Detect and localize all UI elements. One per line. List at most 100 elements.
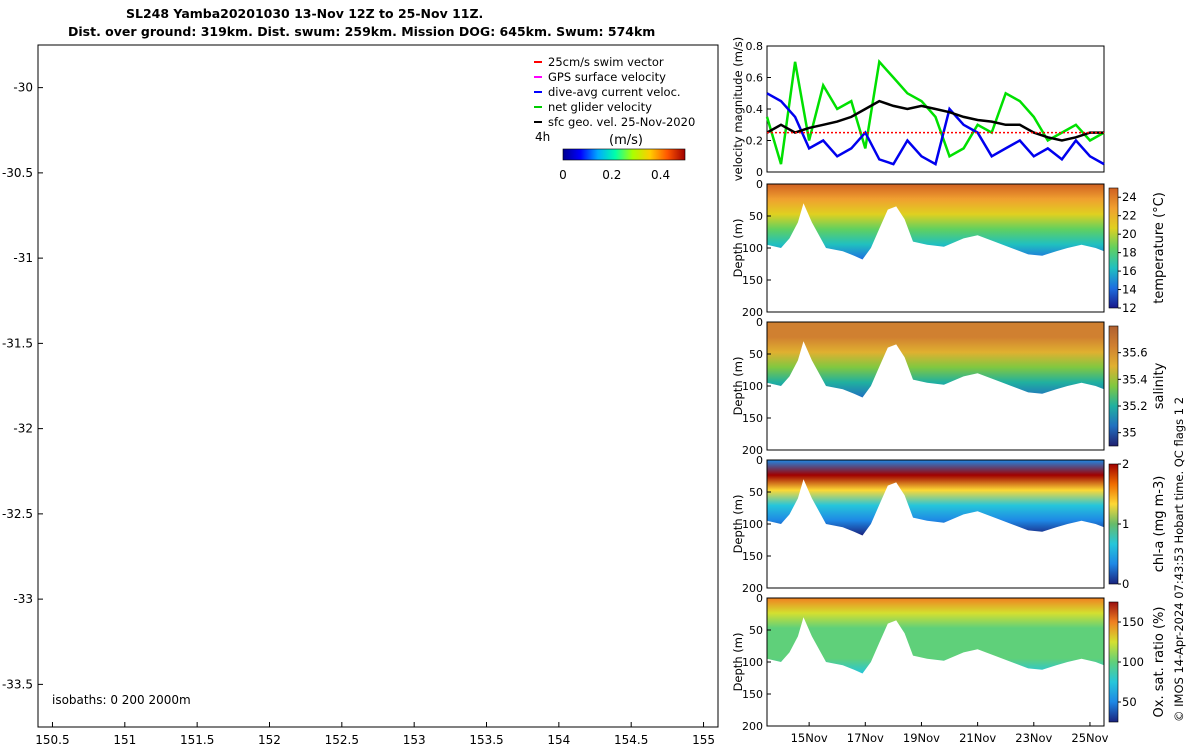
velocity-arrow-head bbox=[731, 716, 735, 719]
oxygen-section bbox=[767, 598, 1104, 674]
chla-colorbar-label: chl-a (mg m-3) bbox=[1152, 476, 1167, 573]
temperature-colorbar bbox=[1108, 187, 1119, 309]
salinity-y-tick-label: 0 bbox=[756, 316, 763, 329]
map-y-tick-label: -30 bbox=[13, 81, 33, 95]
time-tick-label: 23Nov bbox=[1015, 731, 1052, 745]
map-frame bbox=[37, 44, 719, 728]
map-y-tick-label: -31 bbox=[13, 251, 33, 265]
isobath-legend: isobaths: 0 200 2000m bbox=[52, 693, 191, 707]
map-x-tick-label: 151.5 bbox=[180, 733, 214, 747]
oxygen-colorbar-tick-label: 100 bbox=[1122, 655, 1144, 669]
salinity-y-tick-label: 150 bbox=[742, 412, 763, 425]
map-x-tick-label: 154 bbox=[547, 733, 570, 747]
velocity-arrow-head bbox=[605, 736, 608, 740]
scale-label: 4h bbox=[535, 130, 550, 144]
legend-label: GPS surface velocity bbox=[548, 70, 666, 84]
map-y-tick-label: -33 bbox=[13, 592, 33, 606]
legend-label: 25cm/s swim vector bbox=[548, 55, 664, 69]
colorbar-label: (m/s) bbox=[609, 133, 643, 148]
salinity-section bbox=[767, 322, 1104, 398]
time-tick-label: 21Nov bbox=[959, 731, 996, 745]
temperature-y-tick-label: 50 bbox=[749, 210, 763, 223]
oxygen-y-tick-label: 150 bbox=[742, 688, 763, 701]
salinity-colorbar bbox=[1108, 325, 1119, 447]
temperature-colorbar-tick-label: 22 bbox=[1122, 209, 1137, 223]
oxygen-y-tick-label: 50 bbox=[749, 624, 763, 637]
salinity-colorbar-tick-label: 35.6 bbox=[1122, 346, 1148, 360]
velocity-series-line bbox=[766, 99, 1104, 142]
temperature-colorbar-tick-label: 12 bbox=[1122, 301, 1137, 315]
temperature-section bbox=[767, 184, 1104, 260]
velocity-y-axis-label: velocity magnitude (m/s) bbox=[731, 37, 745, 182]
map-x-tick-label: 152 bbox=[258, 733, 281, 747]
salinity-y-tick-label: 50 bbox=[749, 348, 763, 361]
legend-label: sfc geo. vel. 25-Nov-2020 bbox=[548, 115, 695, 129]
map-x-tick-label: 152.5 bbox=[325, 733, 359, 747]
map-y-tick-label: -30.5 bbox=[2, 166, 33, 180]
chla-colorbar bbox=[1108, 463, 1119, 585]
colorbar-tick-label: 0.2 bbox=[602, 168, 621, 182]
velocity-arrow-head bbox=[724, 590, 728, 593]
velocity-series-line bbox=[766, 92, 1105, 166]
map-x-tick-label: 154.5 bbox=[614, 733, 648, 747]
chla-y-tick-label: 100 bbox=[742, 518, 763, 531]
map-y-tick-label: -33.5 bbox=[2, 677, 33, 691]
oxygen-y-tick-label: 100 bbox=[742, 656, 763, 669]
temperature-colorbar-tick-label: 20 bbox=[1122, 227, 1137, 241]
temperature-y-axis-label: Depth (m) bbox=[731, 219, 745, 278]
chla-y-tick-label: 150 bbox=[742, 550, 763, 563]
velocity-arrow-head bbox=[722, 558, 726, 561]
velocity-arrow-head bbox=[726, 621, 730, 624]
temperature-colorbar-tick-label: 16 bbox=[1122, 264, 1137, 278]
map-x-tick-label: 153.5 bbox=[469, 733, 503, 747]
chla-y-tick-label: 0 bbox=[756, 454, 763, 467]
map-x-tick-label: 151 bbox=[113, 733, 136, 747]
chla-colorbar-tick-label: 2 bbox=[1122, 457, 1129, 471]
velocity-y-tick-label: 0 bbox=[756, 166, 763, 179]
chla-y-axis-label: Depth (m) bbox=[731, 495, 745, 554]
legend-label: net glider velocity bbox=[548, 100, 652, 114]
velocity-arrow-head bbox=[719, 495, 723, 498]
chla-section bbox=[767, 460, 1104, 536]
time-tick-label: 19Nov bbox=[903, 731, 940, 745]
salinity-y-tick-label: 100 bbox=[742, 380, 763, 393]
velocity-y-tick-label: 0.2 bbox=[746, 135, 764, 148]
figure-title: SL248 Yamba20201030 13-Nov 12Z to 25-Nov… bbox=[126, 6, 484, 21]
velocity-series-line bbox=[765, 59, 1105, 165]
salinity-colorbar-tick-label: 35 bbox=[1122, 426, 1137, 440]
temperature-y-tick-label: 100 bbox=[742, 242, 763, 255]
time-tick-label: 25Nov bbox=[1071, 731, 1108, 745]
map-y-tick-label: -32 bbox=[13, 422, 33, 436]
chla-y-tick-label: 200 bbox=[742, 582, 763, 595]
time-tick-label: 15Nov bbox=[791, 731, 828, 745]
velocity-y-tick-label: 0.4 bbox=[746, 103, 764, 116]
salinity-colorbar-tick-label: 35.4 bbox=[1122, 372, 1148, 386]
oxygen-y-tick-label: 200 bbox=[742, 720, 763, 733]
temperature-colorbar-tick-label: 18 bbox=[1122, 246, 1137, 260]
salinity-colorbar-label: salinity bbox=[1152, 362, 1167, 409]
velocity-arrow-head bbox=[720, 526, 724, 529]
oxygen-y-tick-label: 0 bbox=[756, 592, 763, 605]
oxygen-colorbar-tick-label: 150 bbox=[1122, 615, 1144, 629]
map-x-tick-label: 153 bbox=[403, 733, 426, 747]
legend-label: dive-avg current veloc. bbox=[548, 85, 681, 99]
chla-y-tick-label: 50 bbox=[749, 486, 763, 499]
map-y-tick-label: -31.5 bbox=[2, 336, 33, 350]
oxygen-colorbar bbox=[1108, 601, 1119, 723]
temperature-y-tick-label: 150 bbox=[742, 274, 763, 287]
salinity-colorbar-tick-label: 35.2 bbox=[1122, 399, 1148, 413]
colorbar-tick-label: 0.4 bbox=[651, 168, 670, 182]
temperature-y-tick-label: 0 bbox=[756, 178, 763, 191]
velocity-arrow-head bbox=[526, 732, 530, 736]
temperature-colorbar-tick-label: 14 bbox=[1122, 283, 1137, 297]
credit-text: © IMOS 14-Apr-2024 07:43:53 Hobart time.… bbox=[1172, 396, 1186, 722]
salinity-y-tick-label: 200 bbox=[742, 444, 763, 457]
temperature-y-tick-label: 200 bbox=[742, 306, 763, 319]
map-y-tick-label: -32.5 bbox=[2, 507, 33, 521]
time-tick-label: 17Nov bbox=[847, 731, 884, 745]
map-colorbar bbox=[562, 148, 686, 161]
temperature-colorbar-tick-label: 24 bbox=[1122, 190, 1137, 204]
